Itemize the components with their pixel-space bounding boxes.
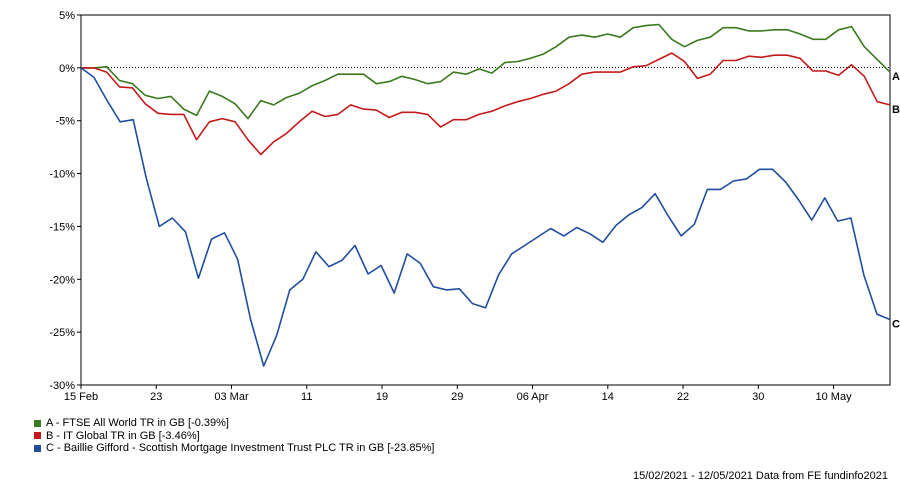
x-tick-label: 29 — [451, 391, 463, 403]
series-end-label-c: C — [892, 318, 900, 330]
series-end-label-b: B — [892, 104, 900, 116]
y-tick-label: -10% — [49, 169, 75, 181]
line-chart: 5% 0% -5% -10% -15% -20% -25% -30% 15 Feb 23 03 M… — [49, 10, 900, 403]
y-tick-label: -30% — [49, 380, 75, 392]
x-tick-label: 19 — [376, 391, 388, 403]
x-tick-label: 23 — [150, 391, 162, 403]
footer-source: 15/02/2021 - 12/05/2021 Data from FE fun… — [632, 470, 888, 482]
y-axis: 5% 0% -5% -10% -15% -20% -25% -30% — [49, 10, 81, 392]
series-line-a — [81, 23, 891, 120]
legend-swatch-c — [34, 444, 41, 452]
legend-label-c: C - Baillie Gifford - Scottish Mortgage … — [46, 442, 435, 454]
y-tick-label: 5% — [59, 10, 75, 22]
series-lines — [80, 23, 891, 367]
legend-item-a: A - FTSE All World TR in GB [-0.39%] — [34, 417, 434, 430]
legend-item-c: C - Baillie Gifford - Scottish Mortgage … — [34, 442, 434, 455]
y-tick-label: -15% — [49, 221, 75, 233]
x-tick-label: 22 — [677, 391, 689, 403]
series-line-b — [81, 52, 891, 156]
y-tick-label: -20% — [49, 274, 75, 286]
x-tick-label: 11 — [301, 391, 312, 403]
series-end-labels: A B C — [892, 71, 900, 330]
legend-item-b: B - IT Global TR in GB [-3.46%] — [34, 430, 434, 443]
x-tick-label: 15 Feb — [64, 391, 98, 403]
x-axis: 15 Feb 23 03 Mar 11 19 29 06 Apr 14 22 30 10 May — [64, 385, 852, 403]
legend-label-a: A - FTSE All World TR in GB [-0.39%] — [46, 417, 229, 429]
x-tick-label: 30 — [752, 391, 764, 403]
legend-label-b: B - IT Global TR in GB [-3.46%] — [46, 429, 200, 442]
series-end-label-a: A — [892, 71, 900, 83]
y-tick-label: 0% — [59, 63, 75, 75]
y-tick-label: -5% — [55, 116, 75, 128]
series-line-c — [80, 67, 891, 367]
x-tick-label: 10 May — [816, 391, 853, 403]
x-tick-label: 14 — [602, 391, 614, 403]
x-tick-label: 06 Apr — [517, 391, 549, 403]
x-tick-label: 03 Mar — [214, 391, 249, 403]
y-tick-label: -25% — [49, 327, 75, 339]
plot-area — [80, 14, 891, 386]
legend: A - FTSE All World TR in GB [-0.39%] B -… — [34, 417, 434, 455]
legend-swatch-a — [34, 419, 41, 427]
legend-swatch-b — [34, 432, 41, 440]
